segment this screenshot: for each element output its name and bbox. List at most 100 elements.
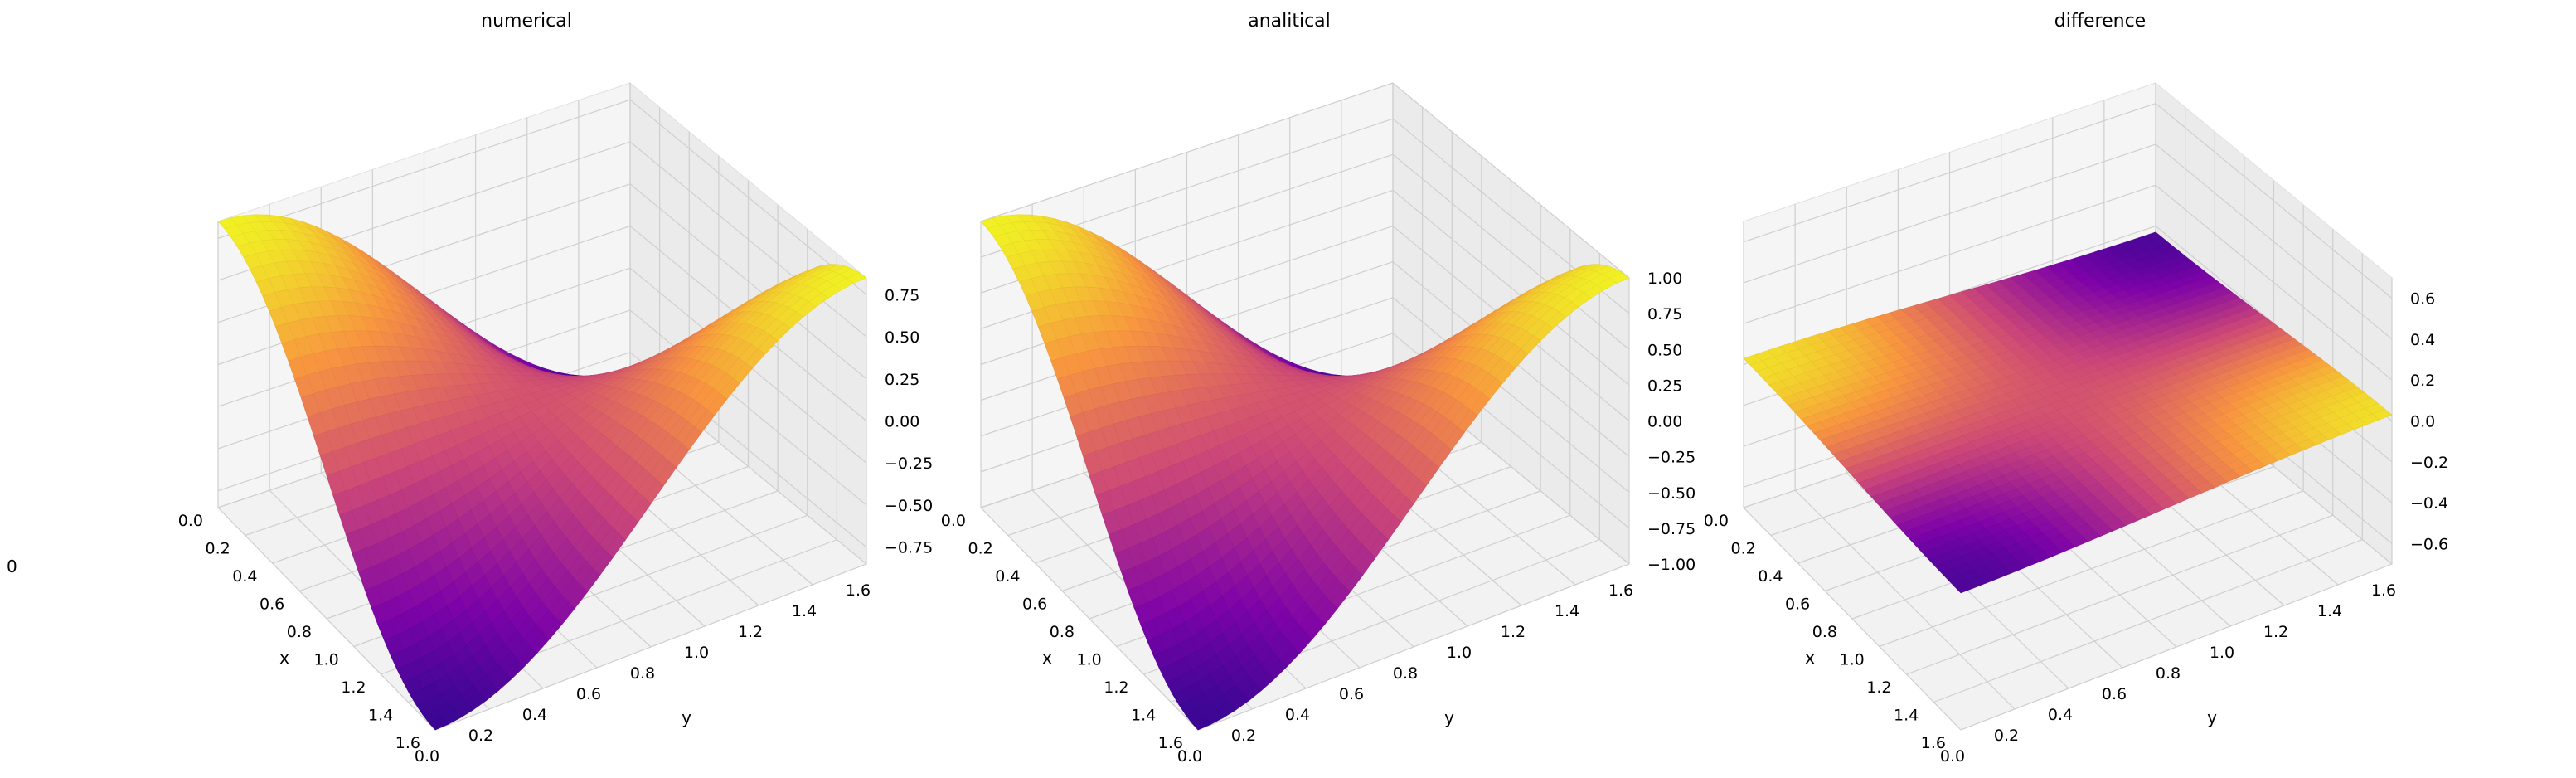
y-tick-label: 0.8: [2156, 664, 2181, 683]
z-tick-label: 0.2: [2410, 372, 2435, 390]
z-tick-label: −0.4: [2410, 494, 2448, 513]
subplot-difference: difference x y 0.00.20.40.60.81.01.21.41…: [1704, 11, 2448, 766]
x-tick-label: 1.0: [1840, 651, 1865, 669]
y-axis-label: y: [1444, 707, 1454, 727]
x-tick-label: 0.8: [1812, 623, 1837, 641]
y-tick-label: 0.6: [2102, 685, 2127, 703]
z-tick-label: −0.6: [2410, 535, 2448, 553]
surface-patch: [1953, 581, 1974, 594]
grid-line: [1197, 563, 1630, 731]
grid-line: [1743, 143, 2393, 340]
z-tick-label: −0.75: [1647, 520, 1696, 538]
grid-line: [1933, 539, 2363, 703]
z-tick-label: −0.2: [2410, 454, 2448, 472]
y-tick-label: 1.6: [846, 581, 871, 600]
z-tick-label: 0.00: [1647, 413, 1682, 431]
grid-line: [980, 118, 1630, 314]
y-tick-label: 1.2: [738, 623, 763, 641]
x-tick-label: 0.2: [206, 540, 230, 558]
left-edge-text: 0: [7, 557, 17, 576]
x-tick-label: 1.6: [1921, 734, 1946, 752]
tick-labels: 0.00.20.40.60.81.01.21.41.60.00.20.40.60…: [941, 270, 1696, 766]
z-tick-label: 0.00: [885, 413, 919, 431]
x-tick-label: 0.4: [232, 567, 257, 586]
y-tick-label: 0.4: [522, 706, 547, 724]
x-tick-label: 0.6: [1785, 596, 1810, 614]
grid-line: [217, 141, 867, 338]
y-tick-label: 0.0: [415, 747, 439, 766]
x-tick-label: 1.2: [1866, 678, 1891, 697]
z-tick-label: −0.50: [885, 497, 933, 515]
z-tick-label: −0.50: [1647, 484, 1696, 503]
y-tick-label: 1.0: [1447, 644, 1472, 662]
y-tick-label: 0.2: [1994, 727, 2019, 745]
x-tick-label: 0.2: [1731, 540, 1756, 558]
grid-line: [217, 99, 867, 295]
z-tick-label: 0.6: [2410, 290, 2435, 309]
z-tick-label: 0.75: [1647, 305, 1682, 323]
y-tick-label: 1.6: [1608, 581, 1633, 600]
y-tick-label: 0.6: [576, 685, 601, 703]
y-tick-label: 0.4: [1285, 706, 1310, 724]
z-tick-label: −1.00: [1647, 556, 1696, 574]
y-tick-label: 1.2: [1501, 623, 1526, 641]
z-tick-label: 0.50: [1647, 341, 1682, 359]
x-tick-label: 0.4: [1758, 567, 1783, 586]
x-tick-label: 0.8: [287, 623, 312, 641]
y-axis-label: y: [682, 707, 691, 727]
z-tick-label: 0.25: [885, 371, 919, 389]
x-axis-label: x: [279, 648, 289, 668]
grid-line: [434, 563, 867, 731]
y-tick-label: 0.6: [1339, 685, 1364, 703]
surface: [217, 214, 867, 731]
y-tick-label: 0.8: [630, 664, 655, 683]
grid-line: [1960, 563, 2393, 731]
x-tick-label: 1.6: [395, 734, 420, 752]
y-tick-label: 1.4: [1555, 602, 1579, 620]
subplot-title: analitical: [1248, 11, 1331, 32]
y-tick-label: 1.4: [2317, 602, 2342, 620]
z-tick-label: −0.25: [885, 455, 933, 473]
x-tick-label: 1.4: [1131, 707, 1156, 725]
surface-patch: [428, 717, 449, 731]
x-axis-label: x: [1805, 648, 1815, 668]
subplot-title: difference: [2054, 11, 2146, 32]
x-tick-label: 0.6: [1022, 596, 1047, 614]
y-tick-label: 1.2: [2263, 623, 2288, 641]
y-tick-label: 1.0: [2210, 644, 2234, 662]
z-tick-label: 0.0: [2410, 413, 2435, 431]
z-tick-label: 0.25: [1647, 377, 1682, 395]
y-tick-label: 1.0: [684, 644, 709, 662]
grid-line: [1879, 490, 2304, 648]
subplot-title: numerical: [481, 11, 572, 32]
x-tick-label: 1.0: [1077, 651, 1102, 669]
z-tick-label: 0.75: [885, 286, 919, 304]
x-tick-label: 1.4: [1894, 707, 1919, 725]
x-tick-label: 1.6: [1158, 734, 1183, 752]
y-tick-label: 1.6: [2371, 581, 2396, 600]
x-tick-label: 0.6: [260, 596, 284, 614]
z-tick-label: −0.75: [885, 539, 933, 557]
surface-patch: [1191, 717, 1211, 731]
x-tick-label: 1.4: [368, 707, 393, 725]
x-tick-label: 0.8: [1050, 623, 1075, 641]
z-tick-label: 0.4: [2410, 331, 2435, 349]
subplot-analitical: analitical x y 0.00.20.40.60.81.01.21.41…: [941, 11, 1696, 766]
y-tick-label: 0.8: [1393, 664, 1418, 683]
x-tick-label: 0.0: [178, 512, 203, 530]
x-tick-label: 0.4: [995, 567, 1020, 586]
x-tick-label: 1.2: [341, 678, 366, 697]
y-tick-label: 1.4: [792, 602, 817, 620]
surface: [1743, 231, 2393, 594]
x-tick-label: 0.0: [941, 512, 966, 530]
x-tick-label: 1.2: [1104, 678, 1128, 697]
z-tick-label: 0.50: [885, 328, 919, 347]
z-tick-label: 1.00: [1647, 270, 1682, 288]
x-axis-label: x: [1042, 648, 1052, 668]
y-tick-label: 0.2: [1231, 727, 1256, 745]
y-tick-label: 0.0: [1177, 747, 1202, 766]
surface: [980, 214, 1630, 731]
grid-line: [1743, 184, 2393, 381]
tick-labels: 0.00.20.40.60.81.01.21.41.60.00.20.40.60…: [1704, 290, 2448, 766]
